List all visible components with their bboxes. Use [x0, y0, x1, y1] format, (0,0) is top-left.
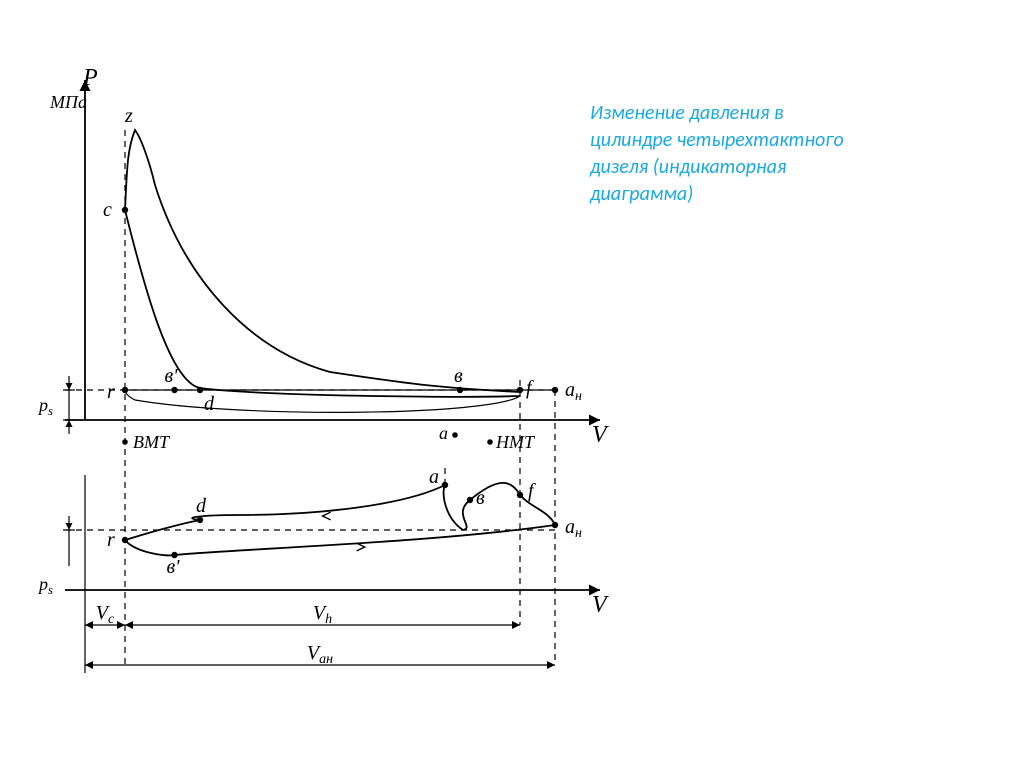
- svg-text:P: P: [82, 65, 98, 91]
- svg-text:a: a: [439, 423, 448, 443]
- svg-text:aн: aн: [565, 379, 582, 404]
- svg-text:r: r: [107, 381, 115, 403]
- svg-text:ps: ps: [37, 574, 53, 597]
- svg-text:a: a: [429, 466, 439, 488]
- svg-text:f: f: [528, 480, 536, 502]
- svg-text:V: V: [592, 592, 609, 618]
- svg-text:V: V: [592, 422, 609, 448]
- svg-text:d: d: [196, 495, 207, 517]
- svg-text:НМТ: НМТ: [495, 432, 536, 452]
- svg-text:Vан: Vан: [307, 642, 333, 667]
- svg-text:в: в: [454, 365, 463, 387]
- svg-text:z: z: [124, 105, 133, 127]
- svg-text:ВМТ: ВМТ: [133, 432, 171, 452]
- svg-text:Vh: Vh: [313, 602, 332, 627]
- svg-text:f: f: [526, 377, 534, 399]
- diagram-caption: Изменение давления в цилиндре четырехтак…: [590, 100, 850, 208]
- svg-text:в': в': [167, 556, 181, 578]
- svg-text:в': в': [165, 365, 179, 387]
- svg-text:ps: ps: [37, 395, 53, 418]
- svg-text:c: c: [103, 199, 112, 221]
- indicator-diagram: PМПаVpsrв'dвfaнczВМТНМТaVpsrв'daвfaнVcVh…: [0, 0, 1024, 767]
- svg-text:d: d: [204, 393, 215, 415]
- svg-text:МПа: МПа: [49, 92, 87, 112]
- svg-text:Vc: Vc: [96, 602, 115, 627]
- svg-text:aн: aн: [565, 516, 582, 541]
- svg-text:r: r: [107, 529, 115, 551]
